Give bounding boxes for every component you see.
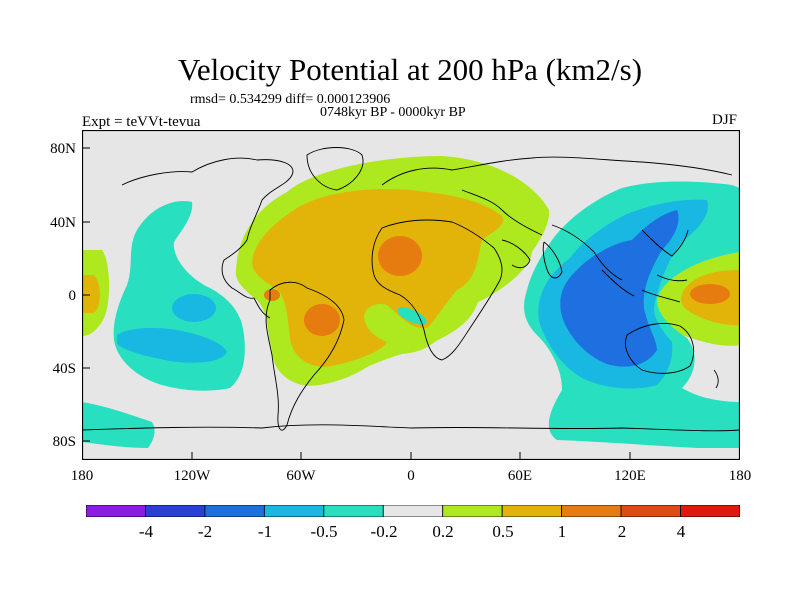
colorbar-label: -0.2 <box>370 522 398 541</box>
colorbar-swatch <box>204 505 265 517</box>
coastlines <box>82 147 740 432</box>
colorbar-label: 1 <box>557 522 567 541</box>
lon-label-180e: 180 <box>728 468 752 484</box>
negative-region-southern <box>82 402 155 448</box>
colorbar-swatch <box>501 505 563 517</box>
colorbar-label: -2 <box>197 522 213 541</box>
colorbar-swatch <box>145 505 206 517</box>
lon-label-60w: 60W <box>286 468 316 484</box>
lat-label-80n: 80N <box>50 141 76 157</box>
colorbar-swatch <box>442 505 503 517</box>
colorbar-label: 0.2 <box>432 522 454 541</box>
positive-max-small <box>264 289 280 301</box>
lat-label-40n: 40N <box>50 215 76 231</box>
colorbar-swatch <box>86 505 146 517</box>
period-label: 0748kyr BP - 0000kyr BP <box>320 105 466 120</box>
experiment-label: Expt = teVVt-tevua <box>82 114 201 130</box>
negative-region-1 <box>560 210 679 367</box>
colorbar-swatch <box>382 505 444 517</box>
colorbar-label: -4 <box>138 522 154 541</box>
colorbar-swatch <box>323 505 384 517</box>
lon-label-120w: 120W <box>173 468 211 484</box>
colorbar-swatch <box>561 505 622 517</box>
colorbar-label: 4 <box>676 522 686 541</box>
colorbar-label: -0.5 <box>310 522 338 541</box>
velocity-potential-map <box>82 130 740 460</box>
positive-max-africa <box>378 236 422 276</box>
colorbar-swatch <box>680 505 740 517</box>
lon-label-60e: 60E <box>507 468 533 484</box>
season-label: DJF <box>712 112 738 128</box>
colorbar <box>86 505 740 517</box>
positive-1-west-edge <box>82 275 100 313</box>
negative-small-atlantic <box>397 307 427 325</box>
colorbar-swatch <box>263 505 325 517</box>
lon-label-120e: 120E <box>614 468 646 484</box>
colorbar-label: 2 <box>617 522 627 541</box>
colorbar-label: -1 <box>257 522 273 541</box>
rmsd-diff-label: rmsd= 0.534299 diff= 0.000123906 <box>190 92 391 107</box>
colorbar-label: 0.5 <box>492 522 514 541</box>
negative-region-pacific-0.5 <box>117 327 227 363</box>
positive-max-south-america <box>304 304 340 336</box>
lat-label-eq: 0 <box>68 288 77 304</box>
positive-2-east <box>690 284 730 304</box>
lon-label-0: 0 <box>407 468 415 484</box>
colorbar-swatch <box>620 505 681 517</box>
lon-label-180w: 180 <box>70 468 94 484</box>
negative-region-pacific-0.5-small <box>172 294 216 322</box>
lat-label-80s: 80S <box>52 434 76 450</box>
map-title: Velocity Potential at 200 hPa (km2/s) <box>177 52 643 87</box>
lat-label-40s: 40S <box>52 361 76 377</box>
axis-ticks <box>82 147 631 460</box>
